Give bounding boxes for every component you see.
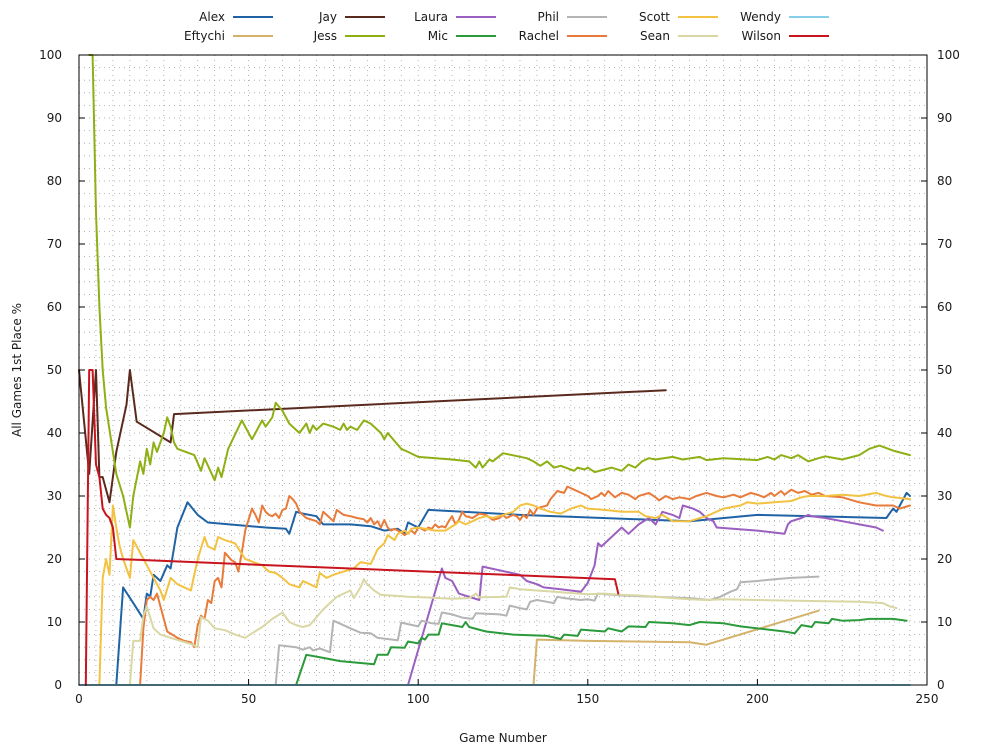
series-line-sean bbox=[128, 578, 898, 686]
y-tick-label-right: 10 bbox=[937, 615, 952, 629]
y-tick-label-right: 80 bbox=[937, 174, 952, 188]
legend-label-jess: Jess bbox=[313, 29, 337, 43]
series-line-jess bbox=[88, 54, 911, 529]
y-tick-label-left: 100 bbox=[39, 48, 62, 62]
y-tick-label-right: 30 bbox=[937, 489, 952, 503]
y-tick-label-right: 60 bbox=[937, 300, 952, 314]
x-tick-label: 100 bbox=[407, 692, 430, 706]
legend-label-laura: Laura bbox=[414, 10, 448, 24]
y-tick-label-left: 40 bbox=[47, 426, 62, 440]
y-tick-label-right: 0 bbox=[937, 678, 945, 692]
x-tick-label: 250 bbox=[916, 692, 939, 706]
x-axis-title: Game Number bbox=[459, 731, 547, 745]
legend-label-wilson: Wilson bbox=[742, 29, 781, 43]
y-tick-label-right: 50 bbox=[937, 363, 952, 377]
legend-label-scott: Scott bbox=[639, 10, 670, 24]
legend-label-alex: Alex bbox=[199, 10, 225, 24]
x-tick-label: 150 bbox=[576, 692, 599, 706]
y-tick-label-right: 70 bbox=[937, 237, 952, 251]
y-axis-title: All Games 1st Place % bbox=[10, 303, 24, 437]
series-line-rachel bbox=[139, 485, 911, 686]
series-line-eftychi bbox=[532, 609, 820, 686]
x-tick-label: 0 bbox=[75, 692, 83, 706]
y-tick-label-left: 50 bbox=[47, 363, 62, 377]
y-tick-label-right: 100 bbox=[937, 48, 960, 62]
y-tick-label-left: 60 bbox=[47, 300, 62, 314]
y-tick-label-left: 0 bbox=[54, 678, 62, 692]
series-line-scott bbox=[98, 491, 911, 686]
legend: Alex Eftychi Jay Jess Laura Mic Phil Rachel Scot… bbox=[184, 10, 829, 43]
x-tick-label: 50 bbox=[241, 692, 256, 706]
y-tick-label-right: 90 bbox=[937, 111, 952, 125]
y-tick-label-left: 80 bbox=[47, 174, 62, 188]
y-tick-label-right: 40 bbox=[937, 426, 952, 440]
y-tick-label-right: 20 bbox=[937, 552, 952, 566]
y-tick-label-left: 10 bbox=[47, 615, 62, 629]
y-tick-label-left: 70 bbox=[47, 237, 62, 251]
legend-label-eftychi: Eftychi bbox=[184, 29, 225, 43]
legend-label-wendy: Wendy bbox=[740, 10, 781, 24]
legend-label-mic: Mic bbox=[428, 29, 448, 43]
series-line-laura bbox=[407, 504, 884, 686]
series-line-mic bbox=[295, 617, 908, 686]
legend-label-jay: Jay bbox=[318, 10, 337, 24]
legend-label-sean: Sean bbox=[640, 29, 670, 43]
y-tick-label-left: 20 bbox=[47, 552, 62, 566]
legend-label-rachel: Rachel bbox=[519, 29, 559, 43]
y-tick-label-left: 30 bbox=[47, 489, 62, 503]
x-tick-label: 200 bbox=[746, 692, 769, 706]
series-line-wilson bbox=[84, 369, 620, 686]
legend-label-phil: Phil bbox=[537, 10, 559, 24]
y-tick-label-left: 90 bbox=[47, 111, 62, 125]
